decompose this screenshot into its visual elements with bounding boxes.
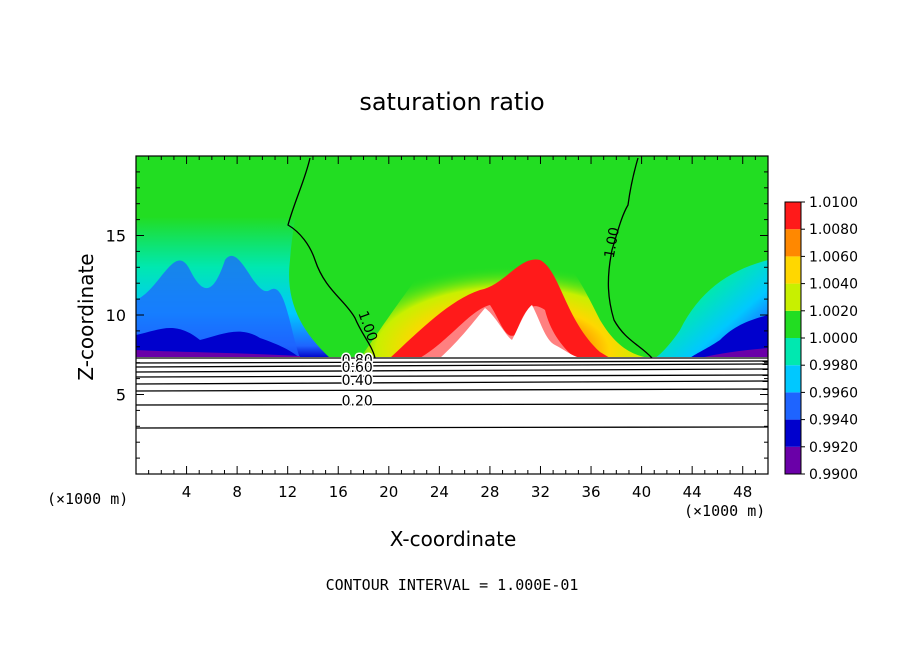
contour-label: 0.80 (342, 352, 373, 368)
colorbar-band (785, 310, 801, 338)
contour-interval-note: CONTOUR INTERVAL = 1.000E-01 (325, 576, 579, 594)
y-tick-label: 5 (116, 386, 126, 405)
colorbar-band (785, 229, 801, 257)
y-tick-label: 10 (106, 306, 126, 325)
x-unit-label-right: (×1000 m) (684, 502, 766, 520)
colorbar-tick-label: 1.0080 (809, 222, 858, 238)
chart-title: saturation ratio (359, 88, 545, 116)
contour-line-0-20 (136, 403, 768, 406)
colorbar-band (785, 365, 801, 393)
contour-line-1-00-right (607, 157, 653, 359)
contour-line-0-70 (136, 363, 768, 368)
contour-line-0-50 (136, 374, 768, 378)
x-tick-label: 20 (379, 483, 398, 501)
contour-lines (136, 157, 768, 429)
field-fill (136, 156, 768, 474)
x-tick-label: 8 (232, 483, 242, 501)
contour-line-0-80 (136, 360, 768, 364)
x-unit-label-left: (×1000 m) (47, 490, 129, 508)
colorbar: 0.9900 0.9920 0.9940 0.9960 0.9980 1.0000 1.00… (784, 195, 858, 483)
y-tick-label: 15 (106, 227, 126, 246)
x-tick-label: 32 (531, 483, 550, 501)
contour-line-0-10 (136, 426, 768, 429)
contour-line-0-30 (136, 388, 768, 392)
colorbar-tick-label: 1.0100 (809, 195, 858, 211)
contour-label: 0.40 (342, 373, 373, 389)
contour-labels: 1.001.000.800.600.400.20 (340, 226, 623, 411)
colorbar-tick-label: 0.9960 (809, 385, 858, 401)
x-tick-label: 24 (430, 483, 449, 501)
colorbar-band (785, 202, 801, 230)
colorbar-tick-label: 1.0020 (809, 304, 858, 320)
x-tick-label: 40 (632, 483, 651, 501)
x-tick-label: 12 (278, 483, 297, 501)
contour-line-0-40 (136, 380, 768, 385)
y-axis: 5 10 15 (106, 171, 768, 459)
colorbar-tick-label: 0.9980 (809, 358, 858, 374)
colorbar-band (785, 338, 801, 366)
colorbar-band (785, 392, 801, 420)
x-tick-label: 28 (480, 483, 499, 501)
colorbar-band (785, 446, 801, 474)
y-axis-label: Z-coordinate (74, 253, 98, 381)
colorbar-tick-label: 0.9920 (809, 440, 858, 456)
contour-label: 0.20 (342, 394, 373, 410)
x-tick-label: 16 (329, 483, 348, 501)
colorbar-tick-label: 1.0000 (809, 331, 858, 347)
colorbar-tick-label: 0.9900 (809, 467, 858, 483)
x-axis-label-text: X-coordinate (389, 527, 517, 551)
colorbar-band (785, 256, 801, 284)
x-axis-label: X-coordinate (0, 527, 904, 551)
x-tick-label: 48 (733, 483, 752, 501)
x-tick-label: 36 (581, 483, 600, 501)
colorbar-tick-label: 1.0060 (809, 249, 858, 265)
contour-label: 0.60 (342, 360, 373, 376)
colorbar-tick-label: 0.9940 (809, 413, 858, 429)
colorbar-band (785, 419, 801, 447)
contour-line-0-60 (136, 368, 768, 373)
x-tick-label: 4 (182, 483, 192, 501)
contour-line-1-00-left (287, 157, 376, 359)
x-tick-label: 44 (683, 483, 702, 501)
contour-label: 1.00 (602, 226, 623, 259)
x-axis: 4 8 12 16 20 24 28 32 36 40 44 48 (148, 156, 756, 501)
colorbar-band (785, 283, 801, 311)
colorbar-tick-label: 1.0040 (809, 277, 858, 293)
